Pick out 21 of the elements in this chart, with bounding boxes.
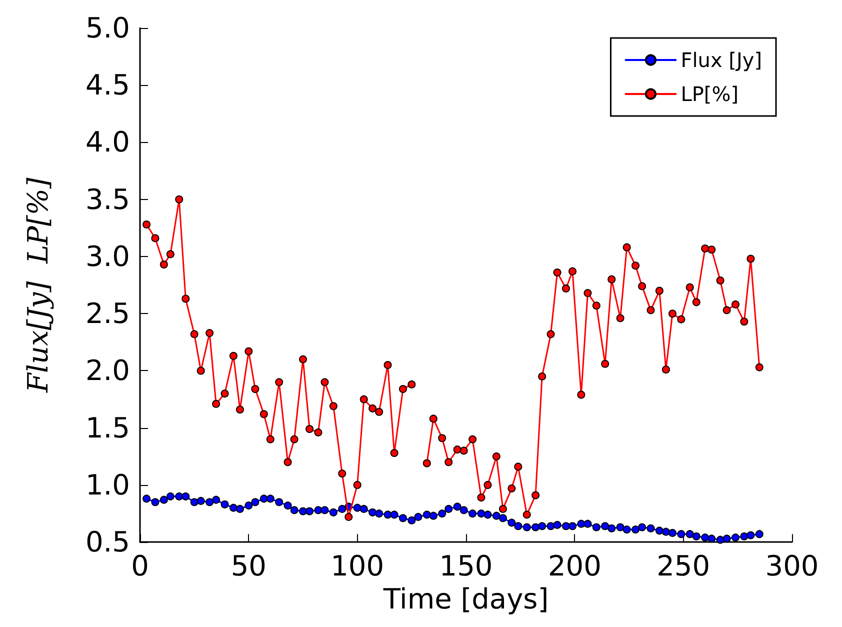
x-tick-label: 100 [330,550,384,583]
y-tick-label: 0.5 [85,526,130,559]
legend-label: LP[%] [680,82,739,106]
x-axis-title: Time [days] [382,582,549,616]
x-tick-label: 300 [765,550,819,583]
x-tick-label: 200 [548,550,602,583]
y-tick-label: 1.5 [85,411,130,444]
x-tick-label: 0 [131,550,149,583]
legend-label: Flux [Jy] [680,48,762,72]
y-tick-label: 3.0 [85,240,130,273]
y-tick-label: 4.5 [85,68,130,102]
y-axis-title: Flux[Jy] LP[%] [22,178,54,394]
y-tick-label: 1.0 [85,468,130,502]
y-tick-label: 2.0 [85,354,130,388]
y-tick-label: 4.0 [85,126,130,159]
y-tick-label: 3.5 [85,182,130,216]
y-tick-label: 5.0 [85,12,130,44]
x-tick-label: 50 [230,550,266,583]
y-tick-label: 2.5 [85,297,130,330]
x-tick-label: 250 [656,550,710,583]
x-tick-label: 150 [439,550,493,583]
